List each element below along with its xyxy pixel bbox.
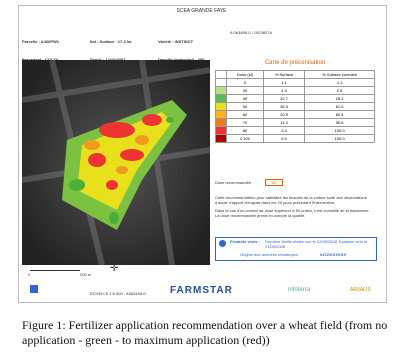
- panel-title: Carte de préconisation: [215, 60, 375, 66]
- cell: 100.0: [305, 127, 375, 135]
- cell: 100.0: [305, 135, 375, 143]
- footer-small: ECHELLE 1:5 000 - A063468-0: [90, 291, 146, 296]
- field: Parcelle : A466PW1: [22, 39, 90, 44]
- box-origin: Origine des données climatiques: [240, 252, 298, 257]
- cell: 2.5: [305, 87, 375, 95]
- ref: A 063468-0 / 1003827A: [230, 30, 272, 35]
- note: Cette recommandation pour satisfaire les…: [215, 195, 375, 205]
- dose-value: 50: [265, 179, 283, 186]
- north-arrow: ✛: [110, 263, 118, 274]
- column-header: % Surface cumulée: [305, 71, 375, 79]
- swatch: [216, 79, 227, 87]
- cell: 40: [227, 95, 264, 103]
- logo-arvalis: ARVALIS: [350, 287, 371, 293]
- swatch: [216, 95, 227, 103]
- cell: 25.2: [305, 95, 375, 103]
- note: Dans le cas d'un conseil de dose supérie…: [215, 208, 375, 218]
- cell: 1.3: [263, 87, 304, 95]
- cell: 1.1: [263, 79, 304, 87]
- header-row: Dose (kl)% Surface% Surface cumulée: [216, 71, 375, 79]
- info-icon: [219, 240, 226, 247]
- cell: 80: [227, 127, 264, 135]
- swatch: [216, 87, 227, 95]
- swatch-header: [216, 71, 227, 79]
- cell: 61.5: [305, 103, 375, 111]
- cell: 3.4: [263, 127, 304, 135]
- cell: 20.9: [263, 111, 304, 119]
- caption: Figure 1: Fertilizer application recomme…: [22, 318, 392, 348]
- cell: 60: [227, 111, 264, 119]
- swatch: [216, 127, 227, 135]
- logo-infoterra: infoterra: [288, 287, 310, 293]
- field: Ilot : Surface : 17.3 ha: [90, 39, 158, 44]
- cell: 0: [227, 79, 264, 87]
- cell: 82.4: [305, 111, 375, 119]
- scale-start: 0: [28, 272, 30, 277]
- logo-farmstar: FARMSTAR: [170, 285, 233, 296]
- cell: 0.0: [263, 135, 304, 143]
- cell: 1.1: [305, 79, 375, 87]
- column-header: Dose (kl): [227, 71, 264, 79]
- cell: ≤ 100: [227, 135, 264, 143]
- column-header: % Surface: [263, 71, 304, 79]
- cell: 30: [227, 87, 264, 95]
- cell: 70: [227, 119, 264, 127]
- box-label: Produits visés :: [230, 239, 260, 244]
- swatch: [216, 103, 227, 111]
- box-text: Dernière feuille étalée vue le 12/05/200…: [265, 239, 370, 249]
- scale-end: 200 m: [80, 272, 91, 277]
- cell: 22.7: [263, 95, 304, 103]
- cell: 96.6: [305, 119, 375, 127]
- cell: 50: [227, 103, 264, 111]
- farm-name: SCEA GRANDE FAYE: [0, 9, 403, 14]
- dose-label: Dose recommandée: [215, 180, 251, 185]
- logo-icon: [30, 285, 38, 293]
- box-code: 0472/XXXXXX: [320, 252, 346, 257]
- page: SCEA GRANDE FAYE A 063468-0 / 1003827A P…: [0, 0, 403, 364]
- swatch: [216, 111, 227, 119]
- cell: 36.3: [263, 103, 304, 111]
- cell: 14.2: [263, 119, 304, 127]
- swatch: [216, 135, 227, 143]
- map: [22, 60, 210, 265]
- scale-bar: [30, 270, 80, 271]
- swatch: [216, 119, 227, 127]
- field: Variété : INSTINCT: [158, 39, 226, 44]
